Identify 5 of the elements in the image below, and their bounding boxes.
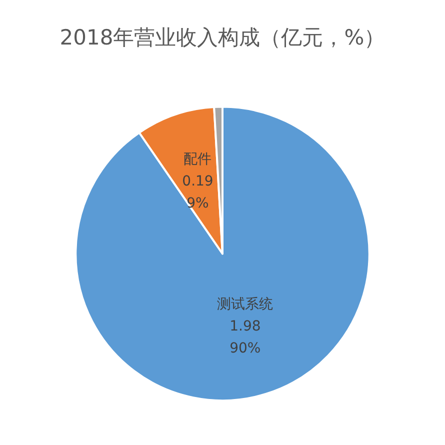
chart-title: 2018年营业收入构成（亿元，%） — [60, 26, 386, 50]
slice-label: 配件 — [184, 151, 212, 168]
data-label: 0.19 9% — [182, 173, 214, 212]
slice-label: 测试系统 — [217, 296, 274, 313]
data-label: 1.98 90% — [230, 318, 261, 357]
